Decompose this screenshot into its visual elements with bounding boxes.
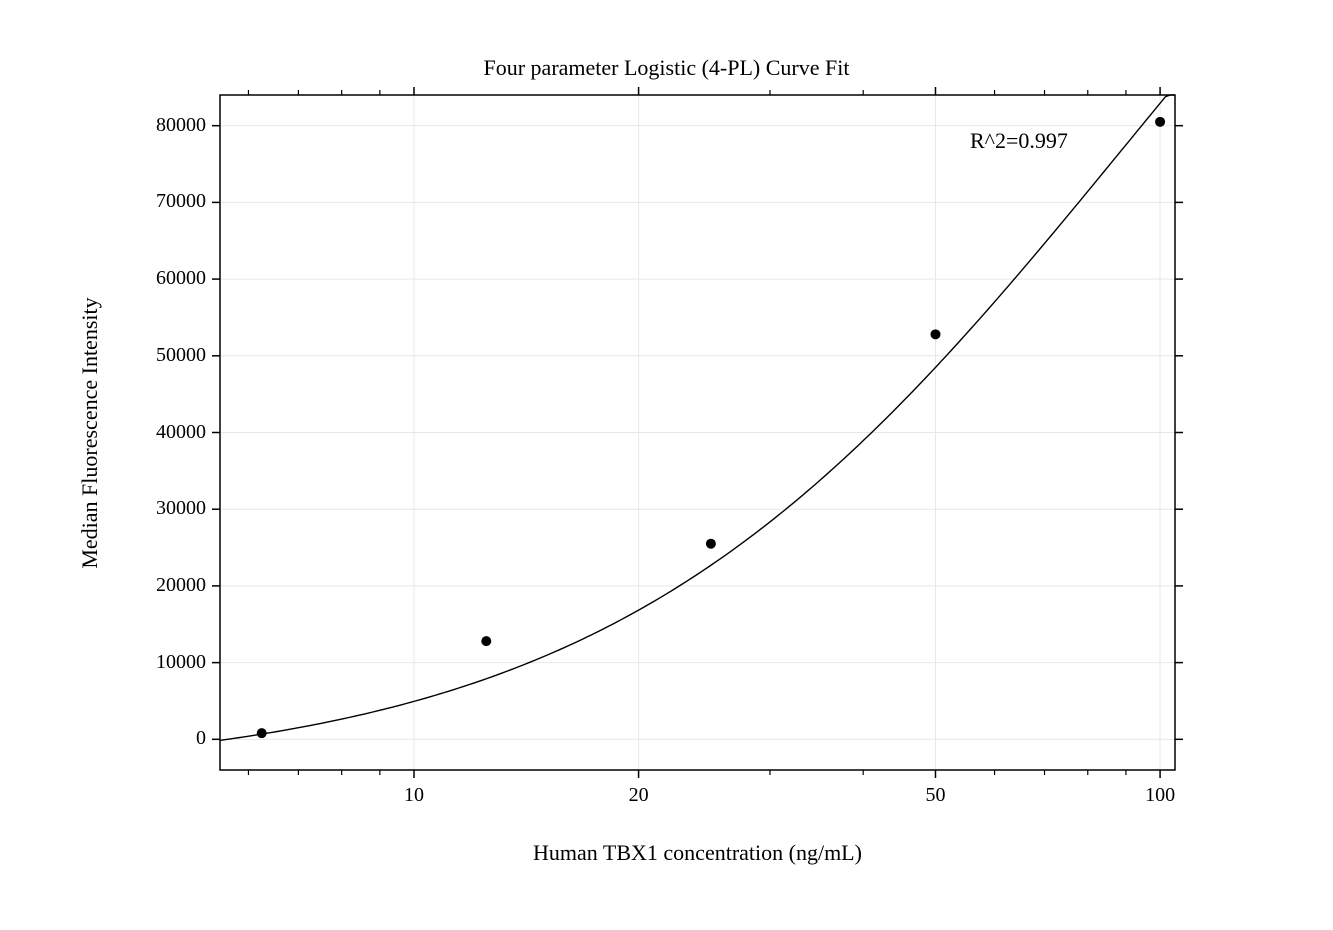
y-axis-label: Median Fluorescence Intensity (77, 283, 103, 583)
y-tick-label: 70000 (156, 190, 206, 213)
data-point (930, 329, 940, 339)
x-tick-label: 20 (619, 784, 659, 807)
y-tick-label: 20000 (156, 574, 206, 597)
y-tick-label: 10000 (156, 651, 206, 674)
data-point (481, 636, 491, 646)
y-tick-label: 60000 (156, 267, 206, 290)
chart-svg (0, 0, 1333, 930)
y-tick-label: 0 (196, 727, 206, 750)
fit-curve (220, 95, 1175, 740)
x-tick-label: 50 (915, 784, 955, 807)
y-tick-label: 50000 (156, 344, 206, 367)
y-tick-label: 30000 (156, 497, 206, 520)
data-point (706, 539, 716, 549)
x-axis-label: Human TBX1 concentration (ng/mL) (220, 840, 1175, 866)
y-tick-label: 80000 (156, 114, 206, 137)
x-tick-label: 100 (1140, 784, 1180, 807)
y-tick-label: 40000 (156, 421, 206, 444)
r-squared-annotation: R^2=0.997 (970, 128, 1068, 154)
data-point (1155, 117, 1165, 127)
data-point (257, 728, 267, 738)
x-tick-label: 10 (394, 784, 434, 807)
chart-container: Four parameter Logistic (4-PL) Curve Fit… (0, 0, 1333, 930)
